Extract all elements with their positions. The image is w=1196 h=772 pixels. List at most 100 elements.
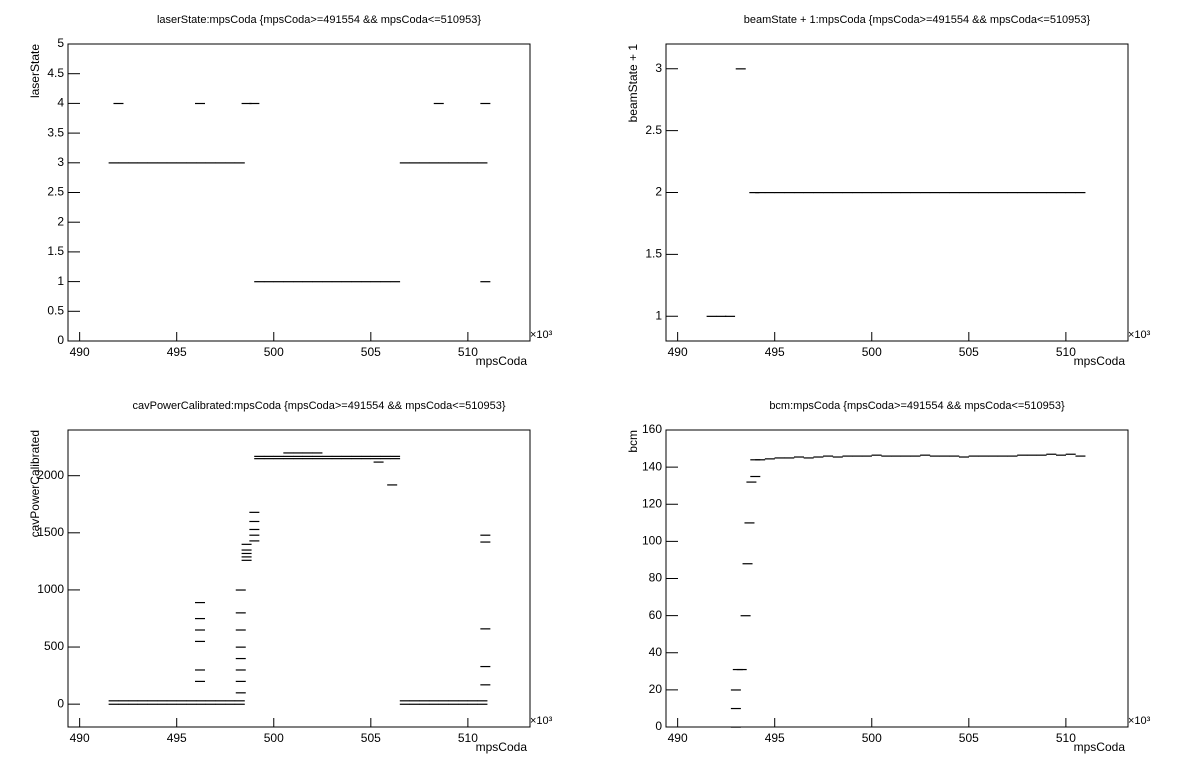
x-tick-label: 500 bbox=[264, 345, 284, 359]
data-point bbox=[128, 703, 139, 705]
data-point bbox=[283, 281, 294, 283]
data-point bbox=[263, 281, 274, 283]
y-tick-label: 100 bbox=[642, 534, 662, 548]
data-point bbox=[1007, 455, 1018, 457]
chart-panel: laserState:mpsCoda {mpsCoda>=491554 && m… bbox=[28, 14, 552, 368]
data-point bbox=[755, 192, 766, 194]
data-point bbox=[409, 162, 420, 164]
data-point bbox=[891, 455, 902, 457]
data-point bbox=[793, 456, 804, 458]
y-tick-label: 0 bbox=[57, 333, 64, 347]
x-multiplier: ×10³ bbox=[1128, 715, 1151, 727]
data-point bbox=[1036, 454, 1047, 456]
data-point bbox=[195, 617, 205, 620]
data-point bbox=[205, 703, 216, 705]
data-point bbox=[341, 455, 352, 457]
data-point bbox=[195, 162, 206, 164]
data-point bbox=[176, 703, 187, 705]
data-point bbox=[1017, 454, 1028, 456]
data-point bbox=[166, 162, 177, 164]
y-tick-label: 1.5 bbox=[645, 247, 662, 261]
data-point bbox=[997, 192, 1008, 194]
y-tick-label: 4 bbox=[57, 96, 64, 110]
data-point bbox=[1065, 192, 1076, 194]
data-point bbox=[399, 700, 410, 702]
x-multiplier: ×10³ bbox=[530, 329, 553, 341]
data-point bbox=[900, 455, 911, 457]
data-point bbox=[195, 669, 205, 671]
data-point bbox=[186, 162, 197, 164]
data-point bbox=[241, 102, 252, 105]
data-point bbox=[235, 692, 246, 694]
data-point bbox=[399, 162, 410, 164]
x-axis-label: mpsCoda bbox=[1074, 740, 1126, 754]
chart-title: cavPowerCalibrated:mpsCoda {mpsCoda>=491… bbox=[132, 400, 505, 412]
data-point bbox=[842, 455, 853, 457]
data-point bbox=[157, 703, 168, 705]
data-point bbox=[225, 700, 236, 702]
data-point bbox=[215, 703, 226, 705]
data-point bbox=[480, 102, 491, 105]
data-point bbox=[118, 700, 129, 702]
x-tick-label: 505 bbox=[959, 731, 979, 745]
chart-panel: beamState + 1:mpsCoda {mpsCoda>=491554 &… bbox=[626, 14, 1150, 368]
data-point bbox=[784, 192, 795, 194]
data-point bbox=[322, 281, 333, 283]
data-point bbox=[370, 455, 381, 457]
data-point bbox=[823, 192, 834, 194]
data-point bbox=[458, 700, 469, 702]
data-point bbox=[293, 281, 304, 283]
data-point bbox=[764, 192, 775, 194]
data-point bbox=[293, 458, 304, 460]
data-point bbox=[428, 700, 439, 702]
chart-title: bcm:mpsCoda {mpsCoda>=491554 && mpsCoda<… bbox=[769, 400, 1065, 412]
x-tick-label: 495 bbox=[765, 731, 785, 745]
y-tick-label: 0 bbox=[655, 719, 662, 733]
data-point bbox=[813, 192, 824, 194]
data-point bbox=[118, 162, 129, 164]
data-point bbox=[480, 665, 491, 668]
data-point bbox=[312, 281, 323, 283]
data-point bbox=[137, 703, 148, 705]
data-point bbox=[166, 703, 177, 705]
y-tick-label: 120 bbox=[642, 496, 662, 510]
plot-frame bbox=[665, 429, 1129, 728]
data-point bbox=[958, 456, 969, 458]
y-tick-label: 1 bbox=[655, 308, 662, 322]
x-tick-label: 505 bbox=[361, 345, 381, 359]
data-point bbox=[746, 481, 757, 483]
data-point bbox=[283, 458, 294, 460]
data-point bbox=[1017, 192, 1028, 194]
data-point bbox=[390, 458, 401, 460]
data-point bbox=[1007, 192, 1018, 194]
data-point bbox=[249, 520, 260, 523]
data-point bbox=[263, 458, 274, 460]
y-axis-label: bcm bbox=[626, 430, 640, 453]
data-point bbox=[419, 700, 430, 702]
data-point bbox=[235, 657, 246, 660]
data-point bbox=[735, 68, 746, 70]
data-point bbox=[113, 102, 124, 105]
data-point bbox=[176, 162, 187, 164]
data-point bbox=[195, 640, 205, 643]
data-point bbox=[128, 700, 139, 702]
data-point bbox=[784, 457, 795, 459]
data-point bbox=[730, 726, 741, 728]
data-point bbox=[958, 192, 969, 194]
data-point bbox=[351, 455, 362, 457]
y-tick-label: 160 bbox=[642, 422, 662, 436]
data-point bbox=[852, 192, 863, 194]
data-point bbox=[1036, 192, 1047, 194]
data-point bbox=[409, 700, 420, 702]
data-point bbox=[273, 281, 284, 283]
data-point bbox=[341, 281, 352, 283]
y-tick-label: 3.5 bbox=[47, 125, 64, 139]
data-point bbox=[861, 192, 872, 194]
data-point bbox=[433, 102, 444, 105]
data-point bbox=[910, 455, 921, 457]
y-tick-label: 5 bbox=[57, 36, 64, 50]
data-point bbox=[480, 628, 491, 630]
data-point bbox=[1046, 453, 1057, 455]
data-point bbox=[428, 703, 439, 705]
data-point bbox=[351, 458, 362, 460]
